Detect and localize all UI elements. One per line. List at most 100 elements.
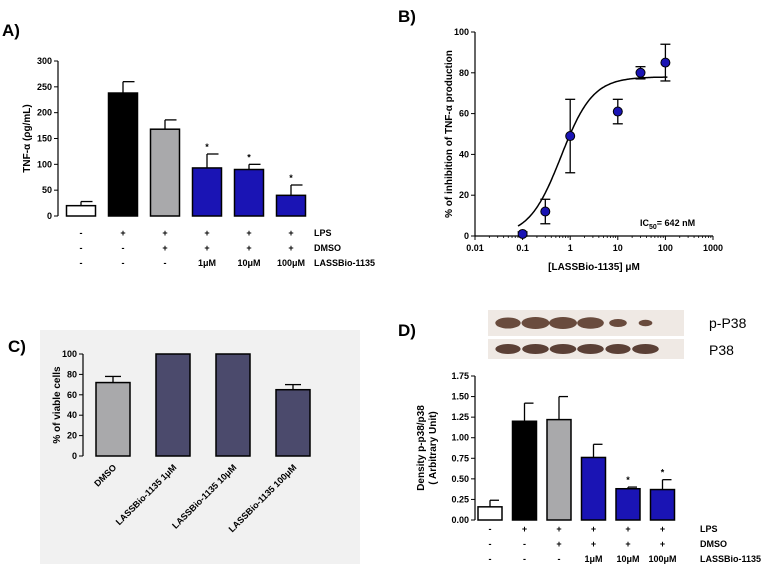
- condition-mark: -: [489, 554, 492, 564]
- ic50-annotation: IC50= 642 nM: [640, 218, 695, 231]
- condition-mark: +: [556, 524, 561, 534]
- y-axis-label: Density p-p38/p38: [416, 405, 427, 491]
- condition-label: LPS: [700, 524, 718, 534]
- y-tick-label: 60: [67, 390, 77, 400]
- blot-band-p38: [522, 344, 549, 354]
- condition-mark: -: [523, 539, 526, 549]
- x-axis-label: [LASSBio-1135] μM: [548, 262, 640, 273]
- blot-band-p38: [632, 344, 659, 354]
- blot-band-p-p38: [495, 317, 521, 329]
- condition-label: LASSBio-1135: [314, 258, 375, 268]
- blot-band-p-p38: [638, 319, 653, 327]
- bar: [275, 194, 307, 217]
- condition-mark: 1μM: [198, 258, 216, 268]
- y-tick-label: 1.50: [451, 392, 469, 402]
- condition-mark: 100μM: [277, 258, 305, 268]
- condition-mark: -: [80, 228, 83, 238]
- condition-mark: +: [162, 243, 167, 253]
- condition-mark: 10μM: [237, 258, 260, 268]
- y-tick-label: 200: [37, 108, 52, 118]
- condition-mark: 10μM: [616, 554, 639, 564]
- y-tick-label: 250: [37, 82, 52, 92]
- bar: [615, 487, 641, 521]
- condition-mark: -: [489, 539, 492, 549]
- data-point: [517, 228, 528, 239]
- y-tick-label: 1.25: [451, 412, 469, 422]
- condition-mark: +: [556, 539, 561, 549]
- condition-mark: -: [80, 258, 83, 268]
- blot-label-p-p38: p-P38: [709, 315, 747, 331]
- bar: [275, 388, 311, 457]
- y-tick-label: 80: [459, 68, 469, 78]
- y-tick-label: 0: [47, 211, 52, 221]
- panel-c-letter: C): [8, 337, 26, 356]
- bar: [477, 506, 503, 521]
- condition-mark: +: [625, 539, 630, 549]
- y-axis-label: % of inhibition of TNF-α production: [444, 50, 455, 218]
- blot-band-p-p38: [521, 317, 550, 329]
- y-tick-label: 50: [42, 185, 52, 195]
- y-axis-label: TNF-α (ρg/mL): [22, 104, 33, 172]
- blot-band-p38: [605, 344, 631, 354]
- chart-a-tnf-alpha-bars: 0 50 100 150 200 250 300 TNF-α (ρg/mL) * * * - + + + + +…: [22, 56, 375, 268]
- condition-mark: -: [558, 554, 561, 564]
- y-tick-label: 40: [67, 410, 77, 420]
- condition-mark: +: [591, 524, 596, 534]
- fit-curve: [517, 76, 668, 227]
- bar: [649, 488, 676, 521]
- condition-mark: -: [122, 243, 125, 253]
- condition-label: DMSO: [700, 539, 727, 549]
- condition-label: LPS: [314, 228, 332, 238]
- x-tick-label: 0.1: [516, 243, 529, 253]
- blot-band-p38: [549, 344, 577, 354]
- y-tick-label: 20: [459, 190, 469, 200]
- blot-band-p-p38: [609, 319, 627, 327]
- condition-mark: +: [522, 524, 527, 534]
- condition-mark: +: [246, 228, 251, 238]
- bar: [546, 418, 572, 521]
- y-tick-label: 20: [67, 431, 77, 441]
- chart-b-inhibition-curve: 0 20 40 60 80 100 0.01 0.1 1 10 100 1000 [LASSBio-11…: [444, 27, 723, 273]
- condition-mark: +: [288, 228, 293, 238]
- significance-star: *: [247, 152, 251, 162]
- bar: [95, 381, 131, 457]
- y-tick-label: 80: [67, 369, 77, 379]
- y-tick-label: 1.00: [451, 433, 469, 443]
- condition-mark: +: [591, 539, 596, 549]
- blot-label-p38: P38: [709, 342, 734, 358]
- condition-mark: +: [204, 228, 209, 238]
- condition-mark: -: [164, 258, 167, 268]
- condition-mark: +: [246, 243, 251, 253]
- blot-band-p38: [495, 344, 521, 354]
- panel-c-background: [40, 330, 360, 564]
- data-point: [612, 106, 623, 117]
- condition-mark: +: [120, 228, 125, 238]
- condition-mark: -: [489, 524, 492, 534]
- bar: [107, 92, 139, 217]
- y-axis-label: ( Arbitrary Unit): [428, 411, 439, 485]
- y-tick-label: 40: [459, 149, 469, 159]
- significance-star: *: [661, 468, 665, 478]
- significance-star: *: [205, 142, 209, 152]
- y-tick-label: 1.75: [451, 371, 469, 381]
- bar: [191, 167, 223, 217]
- x-tick-label: 1: [568, 243, 573, 253]
- bar: [215, 353, 251, 457]
- y-tick-label: 60: [459, 109, 469, 119]
- condition-mark: 100μM: [648, 554, 676, 564]
- condition-label: DMSO: [314, 243, 341, 253]
- y-tick-label: 0.25: [451, 494, 469, 504]
- condition-mark: 1μM: [584, 554, 602, 564]
- y-tick-label: 0.75: [451, 453, 469, 463]
- panel-a-letter: A): [2, 21, 20, 40]
- significance-star: *: [289, 173, 293, 183]
- x-tick-label: 0.01: [466, 243, 484, 253]
- bar: [233, 168, 265, 217]
- chart-d-p38-density: p-P38 P38 0.00 0.25 0.50 0.75 1.00 1.25 1.50 1.75…: [416, 310, 761, 564]
- condition-mark: +: [288, 243, 293, 253]
- y-tick-label: 100: [37, 159, 52, 169]
- data-point: [565, 131, 576, 142]
- condition-mark: +: [660, 539, 665, 549]
